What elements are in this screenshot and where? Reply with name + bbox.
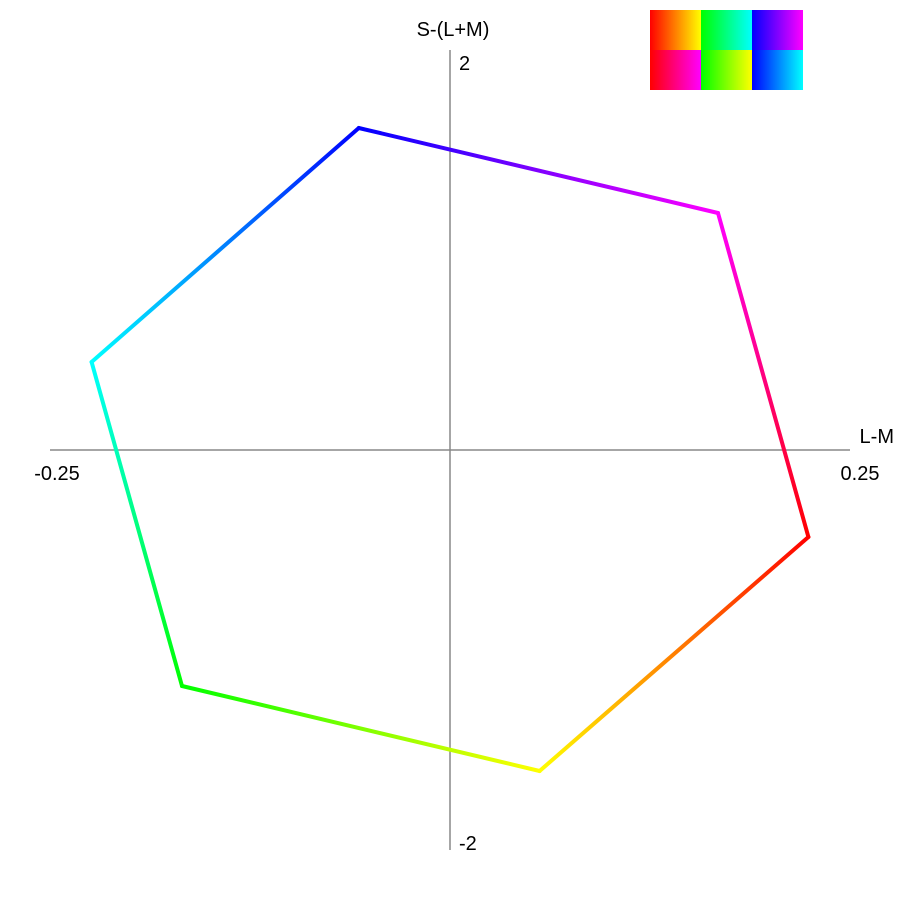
color-swatch bbox=[701, 50, 752, 90]
color-swatch bbox=[752, 50, 803, 90]
color-swatch bbox=[752, 10, 803, 50]
color-legend bbox=[650, 10, 803, 90]
hexagon-path bbox=[89, 126, 811, 773]
hexagon-segment bbox=[716, 211, 811, 539]
y-tick-label-min: -2 bbox=[459, 833, 477, 855]
hexagon-segment bbox=[89, 126, 361, 364]
hexagon-segment bbox=[180, 684, 542, 773]
hexagon-segment bbox=[356, 126, 720, 215]
y-axis-label: S-(L+M) bbox=[417, 19, 490, 41]
x-tick-label-max: 0.25 bbox=[841, 463, 880, 485]
color-swatch bbox=[701, 10, 752, 50]
color-swatch bbox=[650, 50, 701, 90]
x-axis-label: L-M bbox=[860, 426, 894, 448]
x-tick-label-min: -0.25 bbox=[34, 463, 80, 485]
hexagon-segment bbox=[537, 535, 811, 773]
hexagon-segment bbox=[89, 360, 184, 688]
y-tick-label-max: 2 bbox=[459, 53, 470, 75]
color-swatch bbox=[650, 10, 701, 50]
